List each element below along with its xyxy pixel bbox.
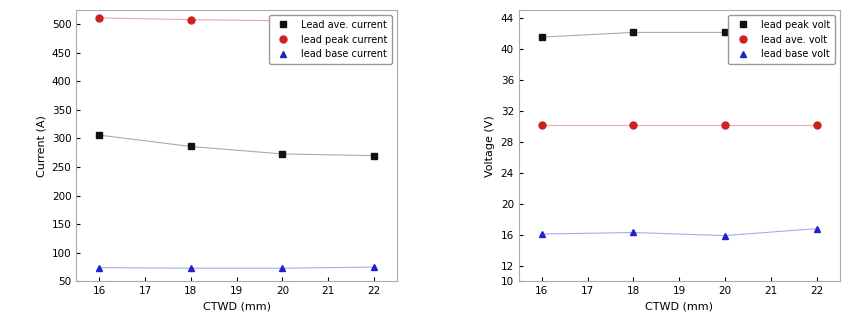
Y-axis label: Current (A): Current (A) bbox=[36, 115, 46, 176]
lead base volt bbox=[812, 227, 822, 231]
lead ave. volt bbox=[537, 123, 547, 127]
Line: lead peak current: lead peak current bbox=[96, 15, 377, 25]
Line: lead base current: lead base current bbox=[96, 263, 377, 272]
lead base current bbox=[94, 266, 104, 270]
X-axis label: CTWD (mm): CTWD (mm) bbox=[645, 302, 713, 312]
Line: lead peak volt: lead peak volt bbox=[538, 29, 820, 40]
lead ave. volt bbox=[812, 123, 822, 127]
Line: lead base volt: lead base volt bbox=[538, 225, 820, 239]
lead peak volt bbox=[537, 35, 547, 39]
Lead ave. current bbox=[277, 152, 287, 156]
lead base volt bbox=[537, 232, 547, 236]
lead peak current bbox=[94, 16, 104, 20]
lead peak current bbox=[186, 18, 196, 22]
lead ave. volt bbox=[720, 123, 730, 127]
Y-axis label: Voltage (V): Voltage (V) bbox=[485, 115, 495, 176]
Legend: lead peak volt, lead ave. volt, lead base volt: lead peak volt, lead ave. volt, lead bas… bbox=[728, 15, 834, 64]
Legend: Lead ave. current, lead peak current, lead base current: Lead ave. current, lead peak current, le… bbox=[269, 15, 392, 64]
Lead ave. current bbox=[186, 145, 196, 149]
Lead ave. current bbox=[94, 133, 104, 137]
Line: lead ave. volt: lead ave. volt bbox=[538, 121, 820, 128]
lead peak current bbox=[277, 19, 287, 23]
lead peak volt bbox=[812, 31, 822, 35]
lead base volt bbox=[720, 234, 730, 238]
lead ave. volt bbox=[628, 123, 639, 127]
Line: Lead ave. current: Lead ave. current bbox=[96, 132, 377, 159]
lead peak volt bbox=[628, 30, 639, 34]
lead peak current bbox=[369, 20, 379, 24]
lead base current bbox=[369, 265, 379, 269]
lead base volt bbox=[628, 230, 639, 234]
lead base current bbox=[186, 266, 196, 270]
X-axis label: CTWD (mm): CTWD (mm) bbox=[203, 302, 271, 312]
Lead ave. current bbox=[369, 154, 379, 158]
lead peak volt bbox=[720, 30, 730, 34]
lead base current bbox=[277, 266, 287, 270]
